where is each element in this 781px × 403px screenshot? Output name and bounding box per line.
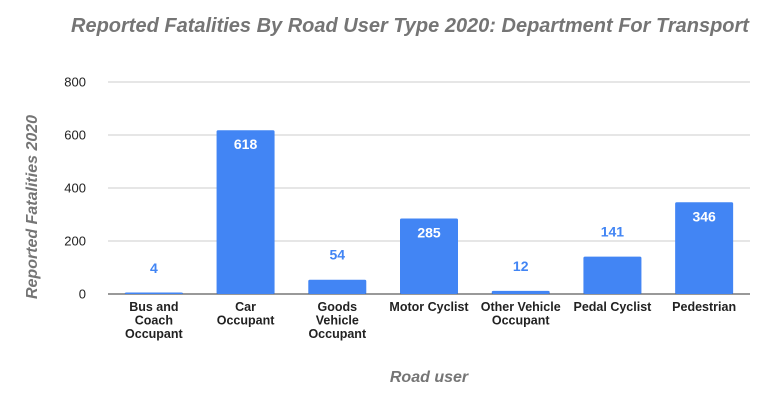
x-tick-label-line: Occupant bbox=[125, 327, 183, 341]
x-tick-label-line: Occupant bbox=[308, 327, 366, 341]
x-axis-title: Road user bbox=[390, 369, 469, 386]
y-tick-label: 600 bbox=[64, 128, 86, 143]
x-tick-label-line: Pedal Cyclist bbox=[574, 300, 653, 314]
x-tick-label-line: Coach bbox=[135, 314, 173, 328]
x-tick-label: Motor Cyclist bbox=[389, 300, 469, 314]
y-tick-label: 0 bbox=[79, 287, 86, 302]
x-tick-label-line: Occupant bbox=[217, 314, 275, 328]
bar bbox=[675, 202, 734, 294]
data-label: 4 bbox=[150, 260, 158, 276]
data-label: 12 bbox=[513, 258, 529, 274]
data-labels: 4 618 54 285 12 141 346 bbox=[150, 136, 716, 276]
bar bbox=[491, 290, 550, 294]
bar bbox=[216, 130, 275, 294]
data-label: 346 bbox=[692, 208, 716, 224]
x-tick-label: Bus and Coach Occupant bbox=[125, 300, 183, 341]
y-axis-ticks: 0 200 400 600 800 bbox=[64, 75, 86, 302]
x-tick-label-line: Motor Cyclist bbox=[389, 300, 469, 314]
x-tick-label-line: Occupant bbox=[492, 314, 550, 328]
bar bbox=[308, 279, 367, 294]
x-tick-label-line: Other Vehicle bbox=[481, 300, 561, 314]
x-tick-label-line: Goods bbox=[317, 300, 357, 314]
bar bbox=[400, 218, 458, 294]
x-tick-label-line: Bus and bbox=[129, 300, 178, 314]
bar bbox=[583, 256, 642, 294]
y-tick-label: 800 bbox=[64, 75, 86, 90]
data-label: 141 bbox=[601, 224, 625, 240]
y-axis-title: Reported Fatalities 2020 bbox=[24, 115, 41, 299]
x-tick-label: Car Occupant bbox=[217, 300, 275, 328]
x-tick-label: Pedal Cyclist bbox=[574, 300, 653, 314]
x-tick-label-line: Car bbox=[235, 300, 256, 314]
x-tick-label-line: Pedestrian bbox=[672, 300, 736, 314]
x-tick-label: Other Vehicle Occupant bbox=[481, 300, 561, 328]
x-tick-label: Pedestrian bbox=[672, 300, 736, 314]
x-tick-label: Goods Vehicle Occupant bbox=[308, 300, 366, 341]
x-tick-label-line: Vehicle bbox=[316, 314, 359, 328]
y-tick-label: 200 bbox=[64, 234, 86, 249]
chart-title: Reported Fatalities By Road User Type 20… bbox=[71, 15, 749, 37]
bar bbox=[124, 292, 183, 294]
data-label: 618 bbox=[234, 136, 258, 152]
data-label: 54 bbox=[329, 247, 345, 263]
y-tick-label: 400 bbox=[64, 181, 86, 196]
data-label: 285 bbox=[417, 224, 441, 240]
bars bbox=[124, 130, 734, 294]
